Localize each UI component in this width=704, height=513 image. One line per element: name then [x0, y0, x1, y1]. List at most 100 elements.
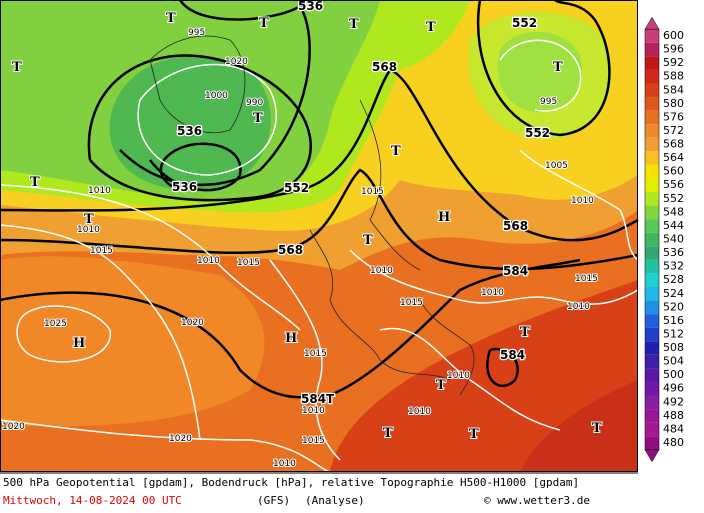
- low-center: T: [592, 421, 602, 436]
- colorbar-swatch: [645, 354, 659, 369]
- isobar-label: 1005: [545, 161, 568, 171]
- colorbar-swatch: [645, 164, 659, 179]
- isobar-label: 990: [246, 98, 263, 108]
- isobar-label: 1015: [302, 436, 325, 446]
- isobar-label: 1010: [370, 266, 393, 276]
- low-center: T: [426, 20, 436, 35]
- height-label: 536: [172, 180, 197, 194]
- colorbar-label: 516: [663, 314, 684, 327]
- colorbar-swatch: [645, 341, 659, 355]
- low-center: T: [259, 16, 269, 31]
- colorbar-label: 480: [663, 436, 684, 449]
- isobar-label: 1010: [447, 371, 470, 381]
- colorbar-label: 592: [663, 56, 684, 69]
- colorbar: 6005965925885845805765725685645605565525…: [644, 16, 684, 463]
- colorbar-label: 560: [663, 165, 684, 178]
- low-center: T: [391, 144, 401, 159]
- height-label: 584T: [301, 392, 335, 406]
- coastlines: [149, 35, 475, 396]
- isobar-label: 1010: [571, 196, 594, 206]
- colorbar-swatch: [645, 368, 659, 382]
- colorbar-label: 496: [663, 382, 684, 395]
- colorbar-top-arrow: [644, 16, 660, 30]
- colorbar-frame: [644, 28, 660, 451]
- colorbar-label: 596: [663, 43, 684, 56]
- colorbar-label: 600: [663, 29, 684, 42]
- colorbar-label: 544: [663, 219, 684, 232]
- low-center: T: [436, 378, 446, 393]
- colorbar-label: 492: [663, 395, 684, 408]
- colorbar-label: 532: [663, 260, 684, 273]
- isobar-label: 1015: [361, 187, 384, 197]
- colorbar-label: 588: [663, 70, 684, 83]
- height-labels: 536 552 552 568 536 536 552 568 568 584 …: [171, 0, 552, 407]
- colorbar-swatch: [645, 314, 659, 328]
- height-label: 536: [298, 0, 323, 13]
- height-label: 552: [512, 16, 537, 30]
- colorbar-swatch: [645, 409, 659, 423]
- height-label: 552: [284, 181, 309, 195]
- isobar-label: 1010: [567, 302, 590, 312]
- map: 536 552 552 568 536 536 552 568 568 584 …: [0, 0, 639, 473]
- isobar-label: 1010: [77, 225, 100, 235]
- colorbar-swatch: [645, 110, 659, 125]
- isobars: [0, 39, 639, 473]
- colorbar-label: 520: [663, 300, 684, 313]
- height-label: 568: [503, 219, 528, 233]
- height-label: 536: [177, 124, 202, 138]
- caption-date: Mittwoch, 14-08-2024 00 UTC: [3, 494, 182, 507]
- isobar-label: 1000: [205, 91, 228, 101]
- colorbar-swatch: [645, 422, 659, 437]
- low-center: T: [349, 17, 359, 32]
- pressure-centers: H H H T T T T T T T T T T T T T T T T: [11, 10, 603, 443]
- isobar-label: 1020: [225, 57, 248, 67]
- colorbar-swatch: [645, 205, 659, 220]
- colorbar-swatch: [645, 286, 659, 301]
- colorbar-label: 536: [663, 246, 684, 259]
- colorbar-label: 528: [663, 273, 684, 286]
- colorbar-swatch: [645, 219, 659, 233]
- low-center: T: [84, 212, 94, 227]
- low-center: T: [166, 11, 176, 26]
- colorbar-swatch: [645, 42, 659, 57]
- colorbar-swatch: [645, 300, 659, 315]
- colorbar-swatch: [645, 381, 659, 396]
- orange-area: [0, 256, 265, 427]
- colorbar-label: 576: [663, 110, 684, 123]
- low-center: T: [12, 60, 22, 75]
- colorbar-label: 548: [663, 205, 684, 218]
- colorbar-swatch: [645, 436, 659, 450]
- dark-red-area: [520, 380, 638, 472]
- colorbar-label: 552: [663, 192, 684, 205]
- low-center: T: [469, 427, 479, 442]
- isobar-label: 1010: [481, 288, 504, 298]
- isobar-label: 1020: [181, 318, 204, 328]
- isobar-label: 1015: [400, 298, 423, 308]
- high-center: H: [285, 331, 297, 346]
- height-label: 568: [278, 243, 303, 257]
- isobar-label: 1010: [273, 459, 296, 469]
- colorbar-swatch: [645, 151, 659, 165]
- colorbar-label: 572: [663, 124, 684, 137]
- colorbar-swatch: [645, 137, 659, 152]
- isobar-label: 1010: [408, 407, 431, 417]
- colorbar-swatch: [645, 395, 659, 410]
- colorbar-label: 540: [663, 233, 684, 246]
- isobar-label: 1020: [2, 422, 25, 432]
- colorbar-swatch: [645, 178, 659, 193]
- map-frame: [0, 0, 638, 472]
- colorbar-swatch: [645, 273, 659, 287]
- ne-green-core: [497, 31, 583, 113]
- colorbar-swatch: [645, 232, 659, 247]
- colorbar-label: 568: [663, 138, 684, 151]
- low-center: T: [383, 426, 393, 441]
- colorbar-bottom-arrow: [644, 449, 660, 463]
- colorbar-swatch: [645, 192, 659, 206]
- colorbar-swatch: [645, 97, 659, 111]
- isobar-label: 1010: [88, 186, 111, 196]
- isobar-label: 1025: [44, 319, 67, 329]
- colorbar-label: 484: [663, 422, 684, 435]
- isobar-label: 1015: [304, 349, 327, 359]
- colorbar-swatch: [645, 83, 659, 98]
